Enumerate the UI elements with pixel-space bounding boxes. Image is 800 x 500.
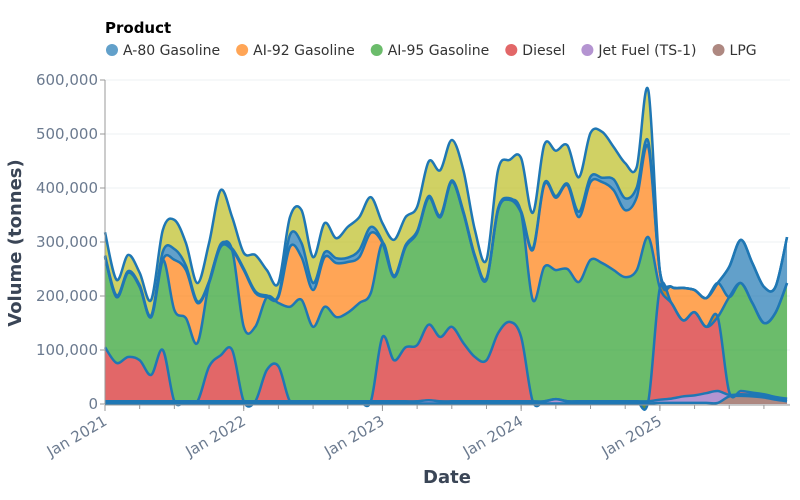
y-tick-label: 100,000 xyxy=(36,341,98,359)
legend-label: Diesel xyxy=(522,43,565,59)
x-axis: Jan 2021 Jan 2022 Jan 2023 Jan 2024 Jan 2025 xyxy=(43,404,790,461)
y-axis-title: Volume (tonnes) xyxy=(5,159,26,327)
legend-label: LPG xyxy=(730,43,757,59)
legend-item[interactable]: LPG xyxy=(712,43,757,59)
legend-label: Jet Fuel (TS-1) xyxy=(597,43,696,59)
y-tick-label: 0 xyxy=(88,395,98,413)
areas xyxy=(103,86,789,411)
legend-item[interactable]: A-80 Gasoline xyxy=(106,43,220,59)
legend-item[interactable]: AI-92 Gasoline xyxy=(236,43,355,59)
x-tick-label: Jan 2023 xyxy=(320,412,387,461)
x-tick-label: Jan 2021 xyxy=(43,412,110,461)
legend-label: A-80 Gasoline xyxy=(123,43,220,59)
series-line xyxy=(105,394,788,405)
series-line xyxy=(104,389,788,403)
y-tick-label: 300,000 xyxy=(36,233,98,251)
legend-swatch-icon xyxy=(106,44,118,56)
x-tick-label: Jan 2025 xyxy=(598,412,665,461)
legend-item[interactable]: AI-95 Gasoline xyxy=(370,43,490,59)
y-axis: 0 100,000 200,000 300,000 400,000 500,000 600,… xyxy=(36,71,106,413)
area-diesel[interactable] xyxy=(105,282,788,410)
legend: Product A-80 Gasoline AI-92 Gasoline AI-95… xyxy=(105,19,757,59)
legend-item[interactable]: Diesel xyxy=(505,43,565,59)
series-line xyxy=(103,86,789,303)
legend-swatch-icon xyxy=(236,44,249,56)
x-tick-label: Jan 2024 xyxy=(459,412,526,461)
legend-swatch-icon xyxy=(712,44,725,56)
y-tick-label: 400,000 xyxy=(36,179,98,197)
legend-label: AI-95 Gasoline xyxy=(388,43,490,59)
y-tick-label: 500,000 xyxy=(36,125,98,143)
x-tick-label: Jan 2022 xyxy=(182,412,249,461)
y-tick-label: 200,000 xyxy=(36,287,98,305)
area-ai-95-gasoline[interactable] xyxy=(105,182,788,410)
x-axis-title: Date xyxy=(423,467,471,488)
legend-swatch-icon xyxy=(370,44,383,56)
legend-label: AI-92 Gasoline xyxy=(253,43,355,59)
y-tick-label: 600,000 xyxy=(36,71,98,89)
legend-title: Product xyxy=(105,19,171,37)
legend-swatch-icon xyxy=(505,44,518,56)
legend-item[interactable]: Jet Fuel (TS-1) xyxy=(581,43,697,59)
legend-swatch-icon xyxy=(581,44,594,56)
